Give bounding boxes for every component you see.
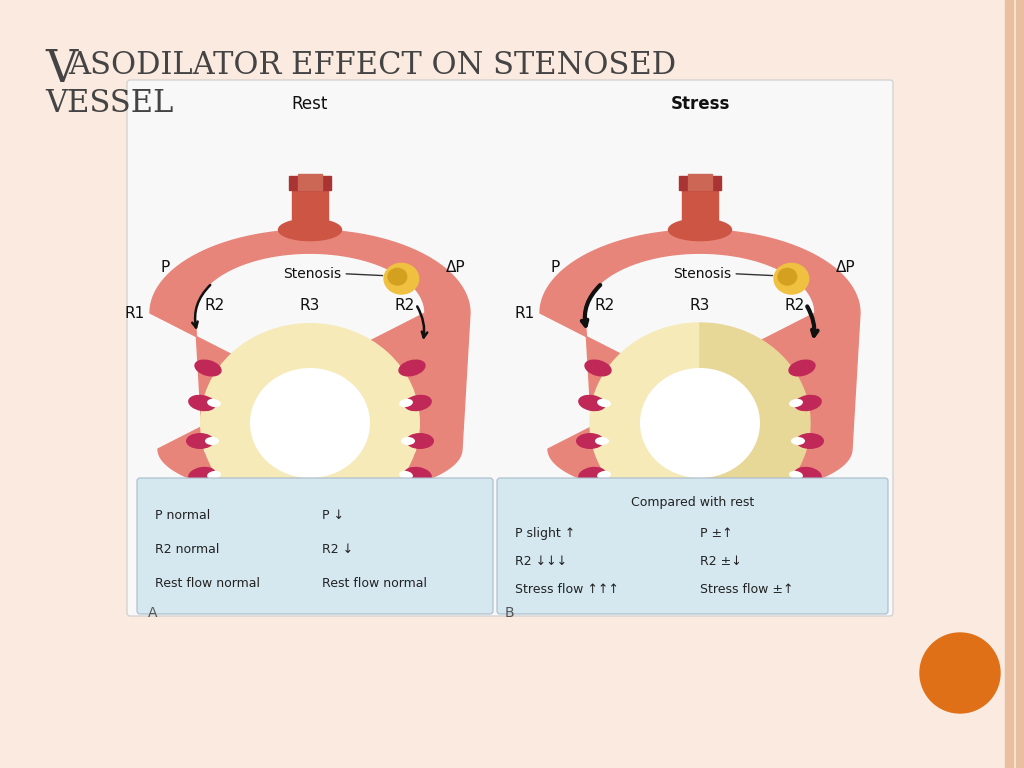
Bar: [1016, 0, 1024, 768]
Bar: [688, 174, 712, 190]
Ellipse shape: [399, 471, 413, 479]
Ellipse shape: [768, 477, 808, 501]
Ellipse shape: [186, 433, 214, 449]
Ellipse shape: [404, 467, 432, 483]
Ellipse shape: [195, 359, 221, 376]
Ellipse shape: [791, 437, 805, 445]
Bar: [682, 180, 718, 235]
Text: R1: R1: [515, 306, 535, 320]
Text: R2: R2: [205, 297, 225, 313]
Ellipse shape: [593, 477, 632, 501]
Bar: [289, 176, 331, 190]
Text: P: P: [160, 260, 169, 275]
Text: Rest: Rest: [292, 95, 328, 113]
Text: P slight ↑: P slight ↑: [515, 527, 575, 540]
Text: R2: R2: [784, 297, 805, 313]
Ellipse shape: [406, 433, 434, 449]
Text: R3: R3: [690, 297, 711, 313]
Ellipse shape: [197, 494, 223, 512]
Text: R2 ↓: R2 ↓: [322, 543, 353, 556]
Text: A: A: [148, 606, 158, 620]
Text: ΔP: ΔP: [445, 260, 465, 275]
Ellipse shape: [379, 477, 418, 501]
Ellipse shape: [777, 268, 798, 286]
Ellipse shape: [788, 359, 816, 376]
Text: Stress flow ↑↑↑: Stress flow ↑↑↑: [515, 583, 618, 596]
Text: Stenosis: Stenosis: [284, 266, 341, 280]
Text: R1: R1: [125, 306, 145, 320]
Text: R2: R2: [595, 297, 615, 313]
Text: Rest flow normal: Rest flow normal: [322, 577, 427, 590]
Text: Stenosis: Stenosis: [673, 266, 731, 280]
Ellipse shape: [200, 323, 420, 523]
Ellipse shape: [587, 494, 613, 512]
Bar: [298, 174, 322, 190]
Ellipse shape: [387, 268, 408, 286]
Ellipse shape: [796, 433, 824, 449]
Ellipse shape: [188, 395, 216, 411]
Text: Compared with rest: Compared with rest: [631, 496, 754, 509]
Ellipse shape: [579, 467, 606, 483]
Ellipse shape: [396, 494, 424, 512]
Ellipse shape: [575, 433, 604, 449]
Circle shape: [920, 633, 1000, 713]
Ellipse shape: [383, 263, 420, 295]
Ellipse shape: [773, 263, 809, 295]
Ellipse shape: [597, 399, 611, 407]
Text: R2 ±↓: R2 ±↓: [700, 555, 742, 568]
Ellipse shape: [669, 219, 731, 240]
Ellipse shape: [795, 395, 822, 411]
FancyBboxPatch shape: [497, 478, 888, 614]
Polygon shape: [700, 323, 810, 523]
Text: Stress flow ±↑: Stress flow ±↑: [700, 583, 794, 596]
Text: P: P: [550, 260, 559, 275]
Text: R2: R2: [395, 297, 415, 313]
Bar: [1005, 0, 1013, 768]
Text: P normal: P normal: [155, 509, 210, 522]
FancyBboxPatch shape: [137, 478, 493, 614]
Text: R2 normal: R2 normal: [155, 543, 219, 556]
Ellipse shape: [188, 467, 216, 483]
Ellipse shape: [203, 477, 242, 501]
FancyBboxPatch shape: [127, 80, 893, 616]
Ellipse shape: [795, 467, 822, 483]
Text: P ±↑: P ±↑: [700, 527, 733, 540]
Ellipse shape: [786, 494, 813, 512]
Ellipse shape: [399, 399, 413, 407]
Ellipse shape: [207, 471, 221, 479]
Text: Stress: Stress: [671, 95, 730, 113]
Text: VESSEL: VESSEL: [45, 88, 173, 119]
Polygon shape: [590, 323, 700, 523]
Text: R3: R3: [300, 297, 321, 313]
Ellipse shape: [640, 368, 760, 478]
Ellipse shape: [404, 395, 432, 411]
Ellipse shape: [597, 471, 611, 479]
Ellipse shape: [401, 437, 415, 445]
Ellipse shape: [790, 471, 803, 479]
Ellipse shape: [205, 437, 219, 445]
Bar: [679, 176, 721, 190]
Text: ΔP: ΔP: [836, 260, 855, 275]
Text: P ↓: P ↓: [322, 509, 344, 522]
Ellipse shape: [398, 359, 426, 376]
Ellipse shape: [207, 399, 221, 407]
Polygon shape: [540, 230, 860, 497]
Ellipse shape: [585, 359, 611, 376]
Ellipse shape: [279, 219, 341, 240]
Text: B: B: [505, 606, 515, 620]
Bar: [292, 180, 328, 235]
Polygon shape: [150, 230, 470, 497]
Text: ASODILATOR EFFECT ON STENOSED: ASODILATOR EFFECT ON STENOSED: [68, 50, 676, 81]
Text: V: V: [45, 48, 77, 91]
Ellipse shape: [250, 368, 370, 478]
Ellipse shape: [595, 437, 609, 445]
Text: Rest flow normal: Rest flow normal: [155, 577, 260, 590]
Text: R2 ↓↓↓: R2 ↓↓↓: [515, 555, 567, 568]
Ellipse shape: [579, 395, 606, 411]
Ellipse shape: [790, 399, 803, 407]
